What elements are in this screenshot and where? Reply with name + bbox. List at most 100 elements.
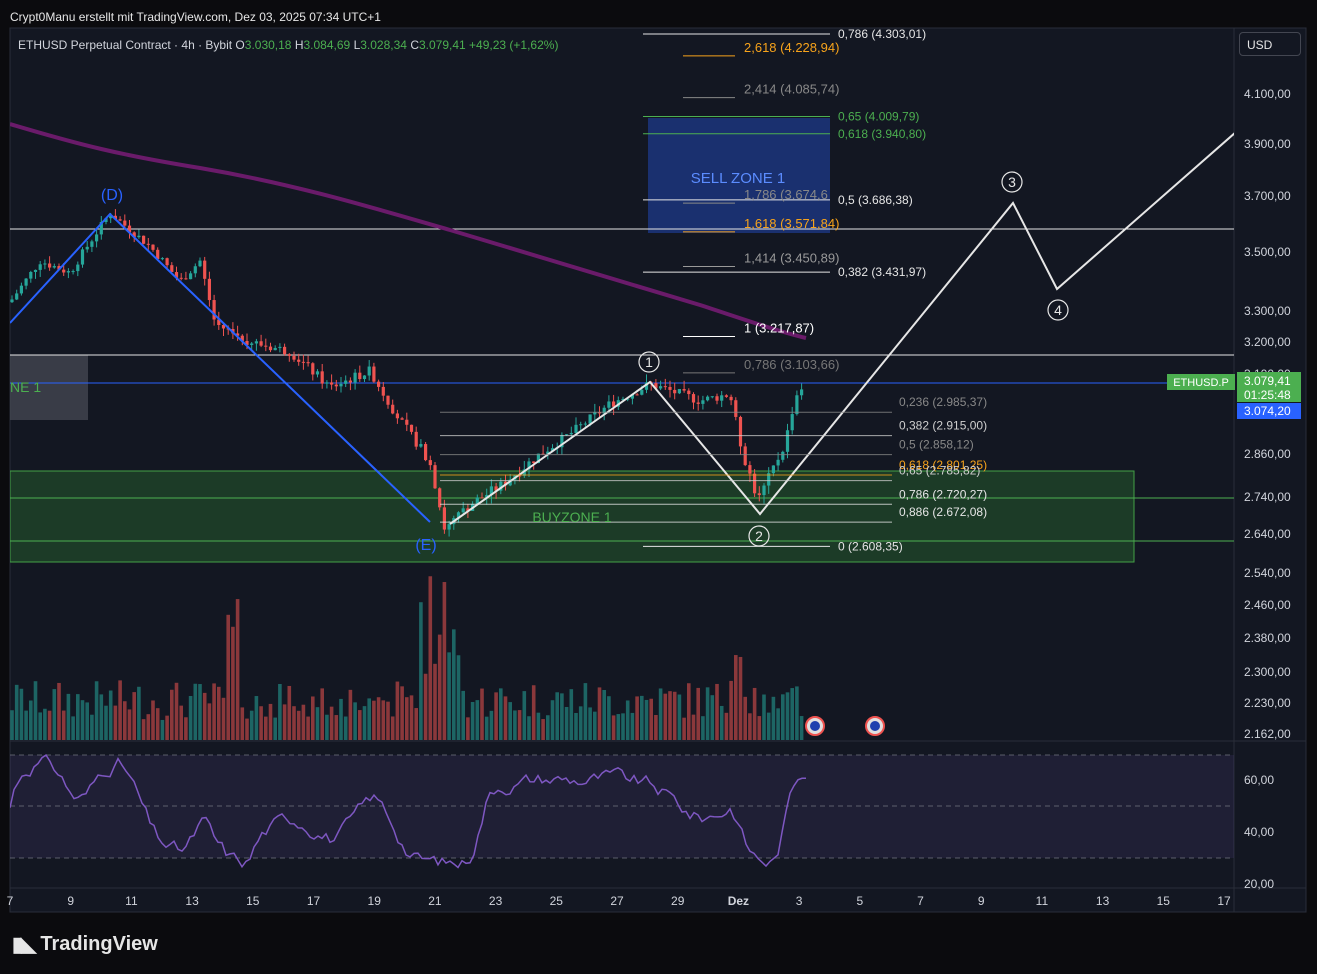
candle-body [602, 407, 606, 414]
candle-body [330, 382, 334, 385]
tradingview-logo-icon: ▮◣ [12, 934, 36, 956]
volume-bar [790, 688, 794, 740]
volume-bar [517, 710, 522, 740]
currency-button[interactable]: USD [1239, 32, 1301, 56]
candle-body [569, 432, 573, 435]
open-label: O [235, 38, 245, 52]
volume-bar [24, 710, 28, 740]
candle-body [95, 234, 99, 242]
candle-body [372, 366, 376, 382]
price-tick-label: 2.860,00 [1244, 447, 1291, 461]
volume-bar [245, 718, 249, 740]
volume-bar [447, 652, 451, 740]
volume-bar [61, 710, 66, 740]
volume-bar [409, 695, 414, 740]
price-tick-label: 3.700,00 [1244, 189, 1291, 203]
volume-bar [254, 696, 259, 740]
candle-body [400, 418, 404, 420]
candle-body [315, 371, 320, 375]
symbol-tag[interactable] [1167, 374, 1235, 390]
volume-bar [550, 700, 555, 740]
volume-bar [433, 663, 437, 740]
candle-body [565, 434, 569, 436]
volume-bar [249, 710, 254, 740]
candle-body [297, 359, 301, 362]
volume-bar [386, 701, 390, 740]
candle-body [630, 394, 634, 399]
candle-body [438, 488, 442, 508]
volume-bar [569, 689, 574, 740]
fib-extension-label: 0,786 (3.103,66) [744, 357, 839, 372]
tradingview-brand[interactable]: ▮◣ TradingView [12, 932, 158, 957]
candle-body [377, 381, 381, 387]
volume-bar [311, 696, 315, 740]
volume-bar [306, 716, 310, 740]
left-zone[interactable] [10, 355, 88, 420]
candle-body [710, 396, 714, 398]
candle-body [339, 383, 343, 387]
volume-bar [644, 699, 649, 740]
volume-bar [207, 703, 212, 740]
wave-label-e: (E) [415, 537, 436, 554]
volume-bar [484, 716, 489, 740]
candle-body [76, 264, 80, 272]
volume-bar [715, 683, 719, 740]
volume-bar [668, 691, 672, 740]
wave-circle-4 [1047, 299, 1069, 321]
candle-body [785, 430, 790, 452]
candle-body [240, 335, 244, 341]
symbol-title[interactable]: ETHUSD Perpetual Contract · 4h · Bybit [18, 38, 233, 52]
candle-body [104, 218, 108, 223]
candle-body [151, 244, 155, 250]
impulse-wave-line[interactable] [449, 132, 1236, 525]
fib-extension-label: 1,414 (3.450,89) [744, 250, 839, 265]
sell-zone[interactable] [648, 118, 830, 233]
candle-body [367, 366, 371, 376]
candle-body [292, 355, 296, 360]
rsi-tick-label: 60,00 [1244, 773, 1274, 787]
volume-bar [170, 689, 174, 740]
fib-retracement-label: 0,382 (2.915,00) [899, 419, 987, 433]
fib-extension-label: 2,414 (4.085,74) [744, 82, 839, 97]
volume-bar [602, 689, 606, 740]
volume-bar [33, 681, 38, 740]
candle-body [527, 461, 531, 470]
volume-bar [701, 716, 705, 740]
fib-extension-label: 2,618 (4.228,94) [744, 40, 839, 55]
volume-bar [616, 714, 621, 740]
volume-bar [362, 706, 367, 740]
candle-body [156, 249, 160, 260]
volume-bar [287, 685, 292, 740]
candle-body [254, 341, 258, 344]
fib-retracement-label: 0,236 (2.985,37) [899, 395, 987, 409]
price-tick-label: 2.300,00 [1244, 665, 1291, 679]
candle-body [174, 272, 179, 278]
candle-body [536, 453, 540, 464]
volume-bar [231, 626, 235, 740]
volume-bar [466, 717, 470, 740]
volume-bar [29, 700, 33, 740]
volume-bar [757, 716, 762, 740]
volume-bar [494, 692, 498, 740]
time-tick-label: 11 [125, 894, 138, 908]
candle-body [409, 424, 414, 432]
candle-body [743, 446, 747, 466]
candle-body [212, 300, 216, 320]
time-tick-label: Dez [728, 894, 749, 908]
volume-bar [14, 684, 19, 740]
candle-body [250, 343, 254, 345]
volume-bar [762, 694, 766, 740]
candle-body [189, 273, 193, 280]
candle-body [170, 265, 174, 273]
volume-bar [724, 712, 729, 740]
corrective-wave-line[interactable] [10, 212, 431, 523]
volume-bar [198, 684, 202, 740]
volume-bar [452, 629, 456, 740]
ohlc-legend: ETHUSD Perpetual Contract · 4h · Bybit O… [18, 38, 558, 52]
buy-zone[interactable] [10, 470, 1135, 563]
candle-body [132, 232, 136, 238]
candle-body [447, 524, 451, 530]
volume-bar [390, 716, 395, 740]
candle-body [278, 346, 282, 348]
